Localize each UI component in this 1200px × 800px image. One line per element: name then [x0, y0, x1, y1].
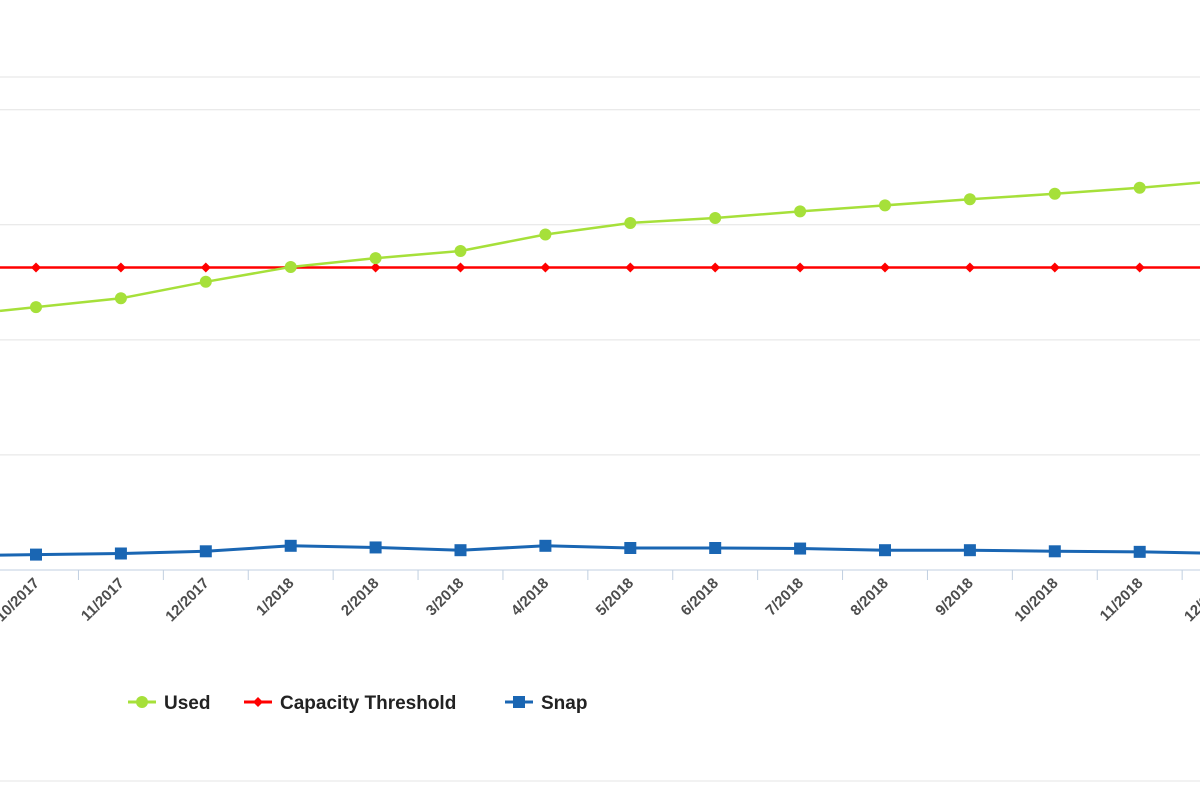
legend-swatch-marker — [253, 697, 263, 707]
data-point[interactable] — [794, 205, 807, 218]
data-point[interactable] — [1133, 545, 1146, 558]
x-tick-label: 10/2017 — [0, 575, 43, 625]
data-point[interactable] — [454, 245, 467, 257]
data-point[interactable] — [625, 262, 636, 273]
x-tick-label: 3/2018 — [423, 575, 467, 619]
data-point[interactable] — [539, 539, 552, 552]
data-point[interactable] — [963, 544, 976, 557]
data-point[interactable] — [624, 542, 637, 554]
data-point[interactable] — [454, 544, 467, 557]
data-point[interactable] — [455, 262, 466, 273]
data-point[interactable] — [624, 216, 637, 229]
x-tick-label: 4/2018 — [508, 575, 552, 619]
data-point[interactable] — [879, 544, 891, 557]
data-point[interactable] — [709, 212, 722, 224]
data-point[interactable] — [30, 301, 42, 314]
data-point[interactable] — [284, 539, 297, 552]
series-snap — [0, 539, 1200, 561]
data-point[interactable] — [369, 252, 382, 265]
legend-item-snap[interactable]: Snap — [505, 693, 587, 714]
data-point[interactable] — [1133, 181, 1146, 194]
data-point[interactable] — [30, 548, 42, 561]
data-point[interactable] — [1048, 545, 1061, 558]
series-capacity-threshold — [0, 262, 1200, 273]
data-point[interactable] — [709, 542, 722, 554]
x-tick-label: 11/2018 — [1097, 575, 1147, 625]
data-point[interactable] — [284, 260, 297, 273]
x-tick-label: 10/2018 — [1011, 575, 1061, 625]
series-line — [0, 181, 1200, 313]
x-tick-label: 6/2018 — [678, 575, 722, 619]
legend-swatch-marker — [513, 696, 525, 708]
data-point[interactable] — [1048, 187, 1061, 200]
data-point[interactable] — [31, 262, 41, 273]
series-used — [0, 181, 1200, 314]
data-point[interactable] — [879, 199, 891, 212]
legend[interactable]: Used Capacity Threshold Snap — [128, 693, 587, 714]
series-line — [0, 544, 1200, 557]
legend-item-capacity-threshold[interactable]: Capacity Threshold — [244, 693, 456, 714]
data-point[interactable] — [963, 193, 976, 206]
legend-label: Used — [164, 693, 210, 714]
legend-item-used[interactable]: Used — [128, 693, 210, 714]
x-tick-label: 12/2017 — [162, 575, 212, 625]
data-point[interactable] — [710, 262, 721, 273]
x-tick-label: 12/2018 — [1181, 575, 1200, 625]
data-point[interactable] — [114, 292, 127, 305]
data-point[interactable] — [1049, 262, 1060, 273]
x-tick-label: 5/2018 — [593, 575, 637, 619]
x-axis-ticks — [77, 570, 1183, 580]
data-point[interactable] — [199, 275, 212, 288]
data-point[interactable] — [795, 262, 806, 273]
data-point[interactable] — [114, 547, 127, 560]
x-axis-labels: 10/2017 11/2017 12/2017 1/2018 2/2018 3/2018 4… — [0, 575, 1200, 625]
data-point[interactable] — [794, 542, 807, 555]
data-point[interactable] — [369, 541, 382, 554]
data-point[interactable] — [539, 228, 552, 241]
data-point[interactable] — [200, 262, 211, 273]
x-tick-label: 7/2018 — [762, 575, 806, 619]
x-tick-label: 8/2018 — [847, 575, 891, 619]
data-point[interactable] — [964, 262, 975, 273]
x-tick-label: 1/2018 — [253, 575, 297, 619]
data-point[interactable] — [199, 545, 212, 558]
x-tick-label: 2/2018 — [338, 575, 382, 619]
legend-label: Snap — [541, 693, 587, 714]
data-point[interactable] — [540, 262, 551, 273]
grid-lines — [0, 76, 1200, 456]
data-point[interactable] — [1134, 262, 1145, 273]
data-point[interactable] — [115, 262, 126, 273]
legend-label: Capacity Threshold — [280, 693, 456, 714]
data-point[interactable] — [880, 262, 890, 273]
series-layer — [0, 181, 1200, 561]
x-tick-label: 11/2017 — [78, 575, 128, 625]
data-point[interactable] — [370, 262, 381, 273]
legend-swatch-marker — [136, 696, 148, 708]
x-tick-label: 9/2018 — [932, 575, 976, 619]
